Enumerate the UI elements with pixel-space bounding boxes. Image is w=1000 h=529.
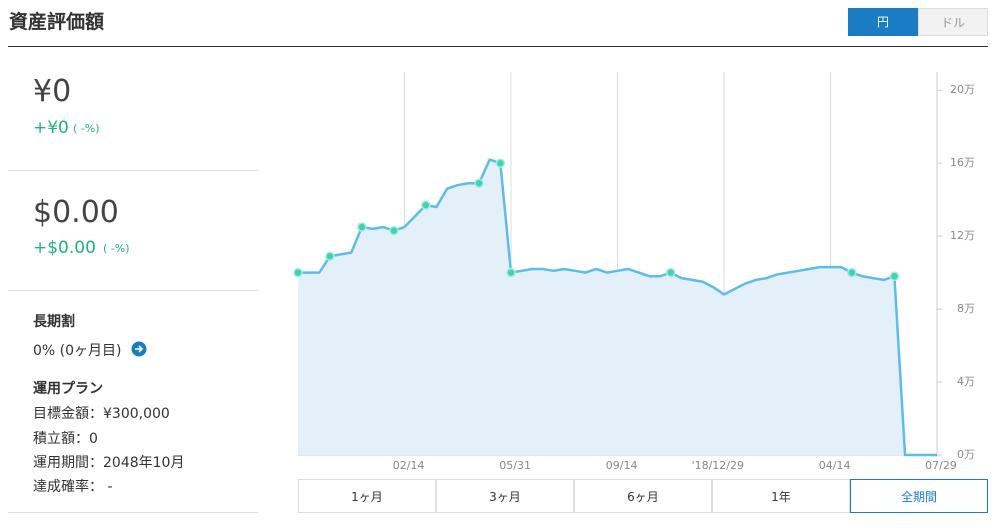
yen-change-pct: ( -%)	[73, 122, 100, 135]
y-tick-label: 0万	[957, 448, 975, 461]
event-marker	[474, 178, 484, 189]
plan-title: 運用プラン	[33, 381, 103, 397]
period-button[interactable]: 1年	[712, 479, 850, 513]
event-marker	[495, 158, 506, 168]
y-tick-label: 8万	[957, 302, 975, 315]
discount-title: 長期割	[33, 314, 75, 330]
x-tick-label: 02/14	[393, 459, 425, 472]
usd-change: +$0.00	[33, 238, 96, 258]
period-button[interactable]: 全期間	[850, 479, 988, 513]
y-tick-label: 20万	[950, 83, 975, 96]
page-title: 資産評価額	[9, 11, 105, 33]
header-rule	[8, 46, 988, 47]
currency-yen[interactable]: 円	[848, 8, 918, 36]
x-tick-label: 07/29	[925, 459, 957, 472]
event-marker	[389, 225, 399, 236]
currency-usd[interactable]: ドル	[918, 8, 988, 36]
event-marker	[421, 200, 431, 210]
divider	[8, 290, 258, 291]
plan-item: 運用期間：2048年10月	[33, 455, 185, 471]
area-fill	[298, 159, 937, 456]
event-marker	[506, 267, 516, 278]
plan-item: 積立額：0	[33, 431, 98, 447]
line	[298, 158, 937, 457]
x-tick-label: 09/14	[606, 459, 638, 472]
usd-change-pct: ( -%)	[103, 242, 130, 255]
period-button[interactable]: 1ヶ月	[298, 479, 436, 513]
period-button[interactable]: 6ヶ月	[574, 479, 712, 513]
discount-value: 0% (0ヶ月目)	[33, 343, 122, 359]
y-tick-label: 12万	[950, 229, 975, 242]
plan-item: 達成確率： -	[33, 479, 113, 495]
event-marker	[357, 222, 367, 232]
arrow-icon[interactable]	[131, 341, 147, 357]
event-marker	[889, 271, 900, 282]
x-tick-label: '18/12/29	[692, 459, 744, 472]
period-button[interactable]: 3ヶ月	[436, 479, 574, 513]
divider	[8, 512, 258, 513]
event-marker	[293, 267, 303, 278]
plan-item: 目標金額：¥300,000	[33, 406, 170, 422]
event-marker	[847, 267, 857, 278]
event-marker	[325, 251, 335, 261]
y-tick-label: 4万	[957, 375, 975, 388]
x-tick-label: 04/14	[819, 459, 851, 472]
yen-value: ¥0	[33, 74, 72, 109]
event-marker	[666, 267, 676, 278]
y-tick-label: 16万	[950, 156, 975, 169]
usd-value: $0.00	[33, 195, 119, 230]
x-tick-label: 05/31	[499, 459, 531, 472]
yen-change: +¥0	[33, 118, 69, 138]
divider	[8, 170, 258, 171]
